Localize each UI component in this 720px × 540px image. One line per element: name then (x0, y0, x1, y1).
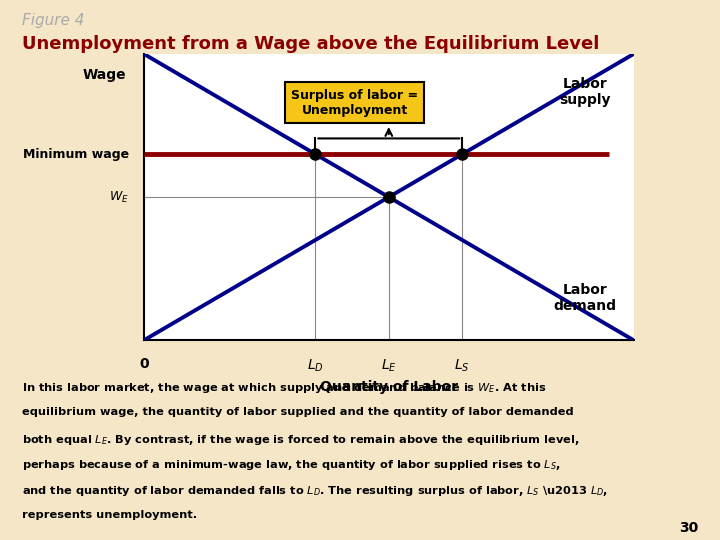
Text: Figure 4: Figure 4 (22, 14, 84, 29)
Text: Surplus of labor =
Unemployment: Surplus of labor = Unemployment (291, 89, 418, 117)
Text: $L_S$: $L_S$ (454, 357, 470, 374)
Text: In this labor market, the wage at which supply and demand balance is $W_E$. At t: In this labor market, the wage at which … (22, 381, 546, 395)
Text: 0: 0 (139, 357, 149, 372)
Text: $L_D$: $L_D$ (307, 357, 324, 374)
Text: 30: 30 (679, 521, 698, 535)
Text: Labor
supply: Labor supply (559, 77, 611, 107)
Text: $L_E$: $L_E$ (381, 357, 397, 374)
Text: perhaps because of a minimum-wage law, the quantity of labor supplied rises to $: perhaps because of a minimum-wage law, t… (22, 458, 560, 472)
Text: both equal $L_E$. By contrast, if the wage is forced to remain above the equilib: both equal $L_E$. By contrast, if the wa… (22, 433, 579, 447)
Text: Minimum wage: Minimum wage (23, 147, 130, 161)
Text: Unemployment from a Wage above the Equilibrium Level: Unemployment from a Wage above the Equil… (22, 35, 599, 53)
Text: Labor
demand: Labor demand (553, 283, 616, 313)
Text: equilibrium wage, the quantity of labor supplied and the quantity of labor deman: equilibrium wage, the quantity of labor … (22, 407, 573, 417)
Text: Wage: Wage (83, 68, 127, 82)
Text: Quantity of Labor: Quantity of Labor (320, 380, 458, 394)
Text: represents unemployment.: represents unemployment. (22, 510, 197, 521)
Text: and the quantity of labor demanded falls to $L_D$. The resulting surplus of labo: and the quantity of labor demanded falls… (22, 484, 608, 498)
Text: $W_E$: $W_E$ (109, 190, 130, 205)
